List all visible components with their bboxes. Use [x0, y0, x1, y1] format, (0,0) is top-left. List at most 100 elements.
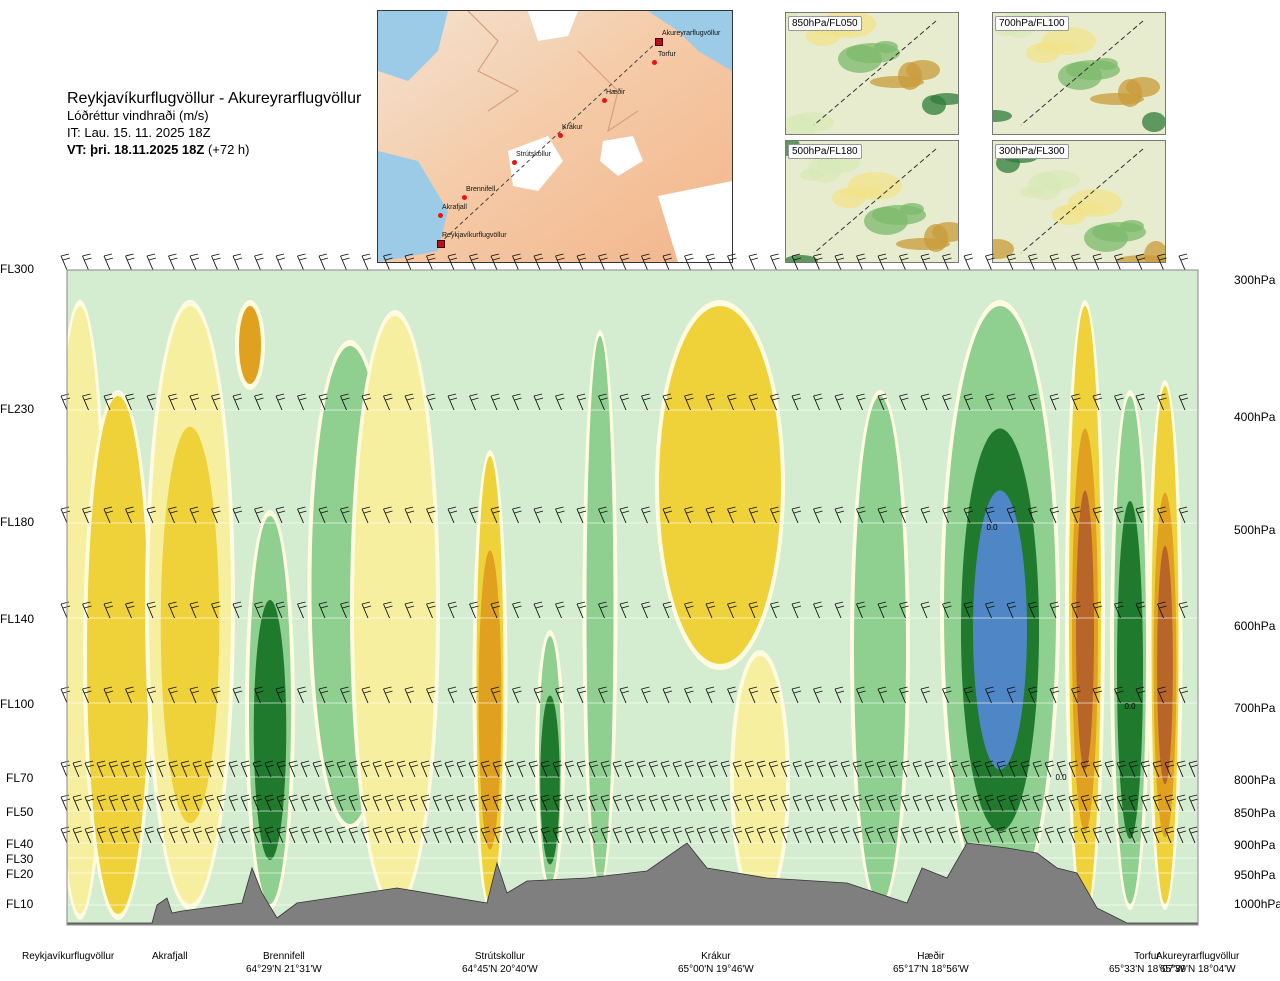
wind-barb	[598, 253, 608, 271]
wind-barb	[1092, 686, 1103, 704]
map-marker-haedir	[602, 98, 607, 103]
wind-barb	[146, 253, 157, 271]
inset-map-500[interactable]: 500hPa/FL180	[785, 140, 959, 263]
wind-barb	[384, 760, 395, 778]
wind-barb	[533, 506, 544, 524]
wind-barb	[1116, 826, 1127, 844]
wind-barb	[103, 506, 114, 524]
wind-barb	[312, 826, 323, 844]
wind-barb	[804, 826, 815, 844]
wind-barb	[84, 760, 95, 778]
wind-barb	[1028, 506, 1038, 524]
wind-barb	[963, 253, 974, 271]
wind-barb	[888, 826, 899, 844]
plot-frame	[66, 269, 1199, 926]
wind-barb	[528, 760, 539, 778]
wind-barb	[533, 253, 544, 271]
wind-barb	[792, 760, 803, 778]
wind-barb	[1056, 826, 1067, 844]
wind-barb	[480, 760, 491, 778]
inset-map-300[interactable]: 300hPa/FL300	[992, 140, 1166, 263]
wind-barb	[696, 760, 707, 778]
wind-barb	[108, 826, 119, 844]
wind-barb	[540, 794, 551, 812]
wind-barb	[426, 253, 436, 271]
wind-barb	[984, 794, 995, 812]
wind-barb	[228, 760, 239, 778]
wind-barb	[82, 506, 92, 524]
wind-barb	[254, 506, 264, 524]
wind-barb	[404, 393, 415, 411]
location-torfur: Torfur 65°33'N 18°07'W	[1109, 950, 1185, 976]
wind-barb	[211, 393, 221, 411]
wind-barb	[144, 794, 155, 812]
map-label-strutskollur: Strútskollur	[516, 151, 552, 158]
wind-barb	[468, 826, 479, 844]
wind-barb	[168, 760, 179, 778]
wind-barb	[469, 253, 479, 271]
valid-time: VT: þri. 18.11.2025 18Z (+72 h)	[67, 141, 361, 158]
wind-barb	[612, 794, 623, 812]
wind-barb	[490, 686, 501, 704]
wind-barb	[232, 601, 243, 619]
wind-barb	[624, 760, 635, 778]
wind-barb	[1140, 826, 1151, 844]
wind-barb	[456, 826, 467, 844]
wind-barb	[948, 760, 959, 778]
location-coord: 65°39'N 18°04'W	[1159, 964, 1236, 975]
map-marker-torfur	[652, 60, 657, 65]
location-coord: 64°29'N 21°31'W	[246, 964, 322, 975]
wind-barb	[252, 760, 263, 778]
wind-barb	[1178, 686, 1189, 704]
inset-map-700[interactable]: 700hPa/FL100	[992, 12, 1166, 135]
inset-map-850[interactable]: 850hPa/FL050	[785, 12, 959, 135]
wind-barb	[708, 794, 719, 812]
wind-barb	[612, 826, 623, 844]
wind-barb	[768, 826, 779, 844]
wind-barb	[211, 253, 221, 271]
wind-barb	[384, 826, 395, 844]
wind-barb	[211, 686, 221, 704]
wind-barb	[384, 794, 395, 812]
wind-barb	[132, 826, 143, 844]
wind-barb	[588, 794, 599, 812]
hpa-label-800: 800hPa	[1234, 773, 1276, 787]
wind-barb	[780, 826, 791, 844]
wind-barb	[985, 506, 995, 524]
wind-barb	[1178, 253, 1189, 271]
wind-barb	[297, 506, 307, 524]
fl-label-fl100: FL100	[0, 697, 35, 711]
valid-time-label: VT: þri. 18.11.2025 18Z	[67, 142, 205, 157]
wind-barb	[720, 760, 731, 778]
wind-barb	[528, 794, 539, 812]
wind-barb	[468, 760, 479, 778]
wind-barb	[1071, 506, 1081, 524]
field-plume-core	[1157, 545, 1173, 785]
wind-barb	[372, 794, 383, 812]
map-label-akrafjall: Akrafjall	[442, 204, 467, 211]
wind-barb	[340, 506, 350, 524]
wind-barb	[168, 253, 178, 271]
wind-barb	[1092, 760, 1103, 778]
wind-barb	[813, 393, 823, 411]
wind-barb	[662, 506, 673, 524]
wind-barb	[768, 794, 779, 812]
wind-barb	[856, 253, 866, 271]
wind-barb	[396, 760, 407, 778]
wind-barb	[732, 794, 743, 812]
wind-barb	[300, 794, 311, 812]
wind-barb	[408, 826, 419, 844]
wind-barb	[468, 794, 479, 812]
wind-barb	[1020, 826, 1031, 844]
wind-barb	[641, 393, 651, 411]
wind-barb	[1188, 760, 1199, 778]
wind-barb	[598, 393, 608, 411]
wind-barb	[1071, 686, 1081, 704]
map-marker-akrafjall	[438, 213, 443, 218]
wind-barb	[963, 686, 974, 704]
wind-barb	[125, 393, 135, 411]
wind-barb	[1116, 794, 1127, 812]
wind-barb	[125, 601, 135, 619]
wind-barb	[1032, 826, 1043, 844]
wind-barb	[340, 393, 350, 411]
